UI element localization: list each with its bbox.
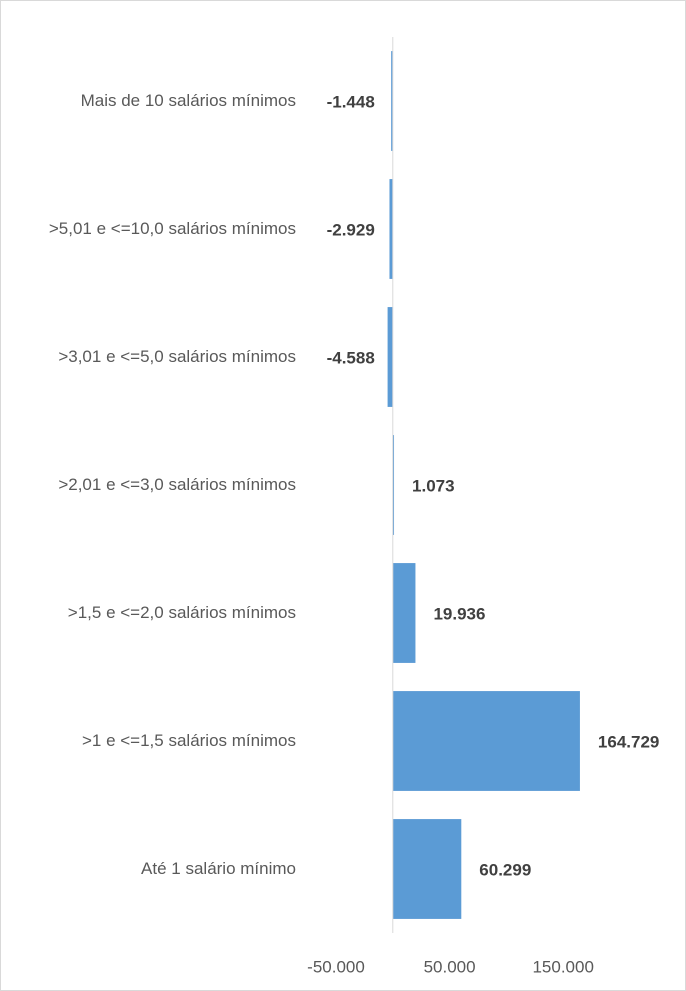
y-tick-label: >1,5 e <=2,0 salários mínimos: [67, 603, 296, 622]
y-tick-label: >2,01 e <=3,0 salários mínimos: [58, 475, 296, 494]
bar: [392, 435, 395, 535]
bar: [392, 691, 580, 791]
y-tick-label: >3,01 e <=5,0 salários mínimos: [58, 347, 296, 366]
data-label: -1.448: [327, 92, 375, 111]
bar: [389, 179, 393, 279]
data-label: 19.936: [433, 604, 485, 623]
data-label: 60.299: [479, 860, 531, 879]
x-tick-label: 150.000: [532, 957, 593, 976]
y-tick-label: >1 e <=1,5 salários mínimos: [81, 731, 296, 750]
bar: [392, 563, 416, 663]
bar: [391, 51, 393, 151]
data-label: -4.588: [327, 348, 375, 367]
data-label: -2.929: [327, 220, 375, 239]
x-tick-label: -50.000: [307, 957, 365, 976]
data-label: 1.073: [412, 476, 455, 495]
x-tick-label: 50.000: [424, 957, 476, 976]
y-tick-label: Até 1 salário mínimo: [141, 859, 296, 878]
bar: [387, 307, 393, 407]
y-tick-label: Mais de 10 salários mínimos: [80, 91, 296, 110]
bar: [392, 819, 462, 919]
y-tick-label: >5,01 e <=10,0 salários mínimos: [48, 219, 296, 238]
data-label: 164.729: [598, 732, 659, 751]
